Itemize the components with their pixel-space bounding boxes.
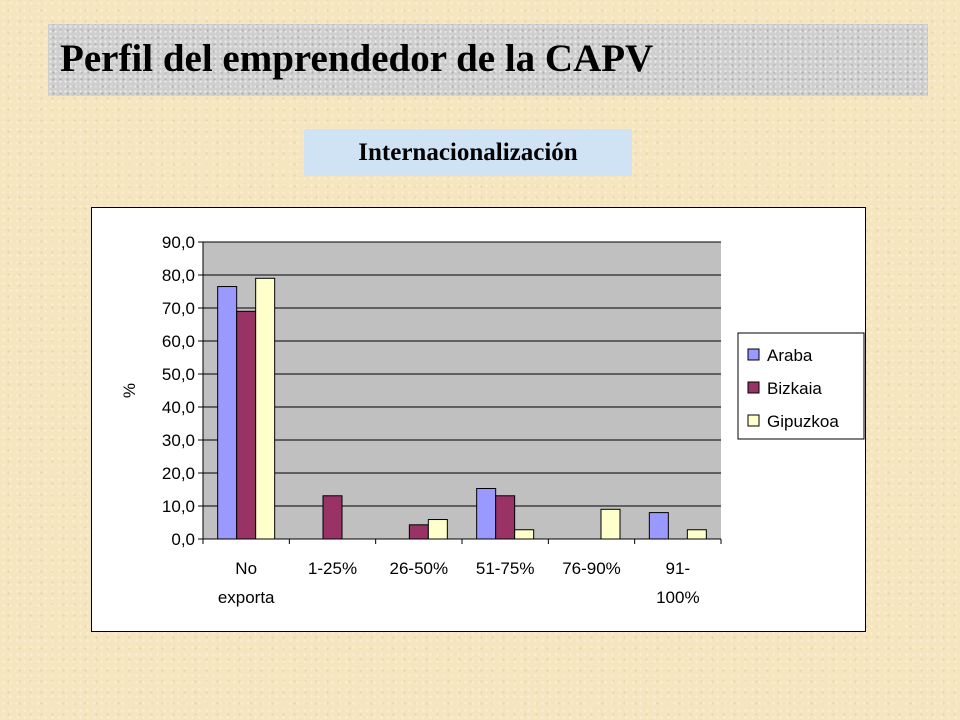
bar-bizkaia [495, 495, 516, 540]
plot-area [203, 242, 721, 539]
bar-gipuzkoa [600, 508, 621, 540]
legend-label: Araba [767, 346, 813, 365]
y-tick-label: 90,0 [162, 233, 195, 252]
bar-araba [648, 512, 669, 540]
bar-bizkaia [408, 524, 429, 540]
y-tick-label: 40,0 [162, 398, 195, 417]
y-tick-label: 50,0 [162, 365, 195, 384]
y-tick-label: 10,0 [162, 497, 195, 516]
y-tick-label: 30,0 [162, 431, 195, 450]
legend-swatch [747, 348, 760, 361]
legend-label: Gipuzkoa [767, 412, 839, 431]
bar-gipuzkoa [686, 529, 707, 540]
y-tick-label: 20,0 [162, 464, 195, 483]
title-banner: Perfil del emprendedor de la CAPV [48, 24, 928, 96]
x-category-label: 26-50% [390, 559, 449, 578]
y-tick-label: 0,0 [171, 530, 195, 549]
x-category-label: 91- [666, 559, 691, 578]
bar-gipuzkoa [255, 277, 276, 540]
legend-swatch [747, 381, 760, 394]
x-category-label: exporta [218, 588, 275, 607]
section-subtitle: Internacionalización [358, 139, 578, 166]
bar-gipuzkoa [514, 529, 535, 540]
bar-araba [217, 286, 238, 540]
y-tick-label: 80,0 [162, 266, 195, 285]
bar-bizkaia [236, 310, 257, 540]
x-category-label: 51-75% [476, 559, 535, 578]
bar-bizkaia [322, 495, 343, 540]
chart-container: 0,0 10,0 20,0 30,0 40,0 50,0 60,0 70,0 80,0 90,0%… [91, 207, 866, 632]
bar-gipuzkoa [427, 519, 448, 540]
bar-araba [476, 488, 497, 540]
bar-chart: 0,0 10,0 20,0 30,0 40,0 50,0 60,0 70,0 80,0 90,0%… [120, 233, 865, 607]
x-category-label: 76-90% [562, 559, 621, 578]
x-category-label: 100% [656, 588, 699, 607]
subtitle-banner: Internacionalización [304, 129, 632, 176]
y-tick-label: 70,0 [162, 299, 195, 318]
legend-label: Bizkaia [767, 379, 822, 398]
page-title: Perfil del emprendedor de la CAPV [60, 37, 654, 80]
x-category-label: No [235, 559, 257, 578]
x-category-label: 1-25% [308, 559, 357, 578]
y-tick-label: 60,0 [162, 332, 195, 351]
legend-swatch [747, 414, 760, 427]
y-axis-label: % [120, 383, 139, 398]
